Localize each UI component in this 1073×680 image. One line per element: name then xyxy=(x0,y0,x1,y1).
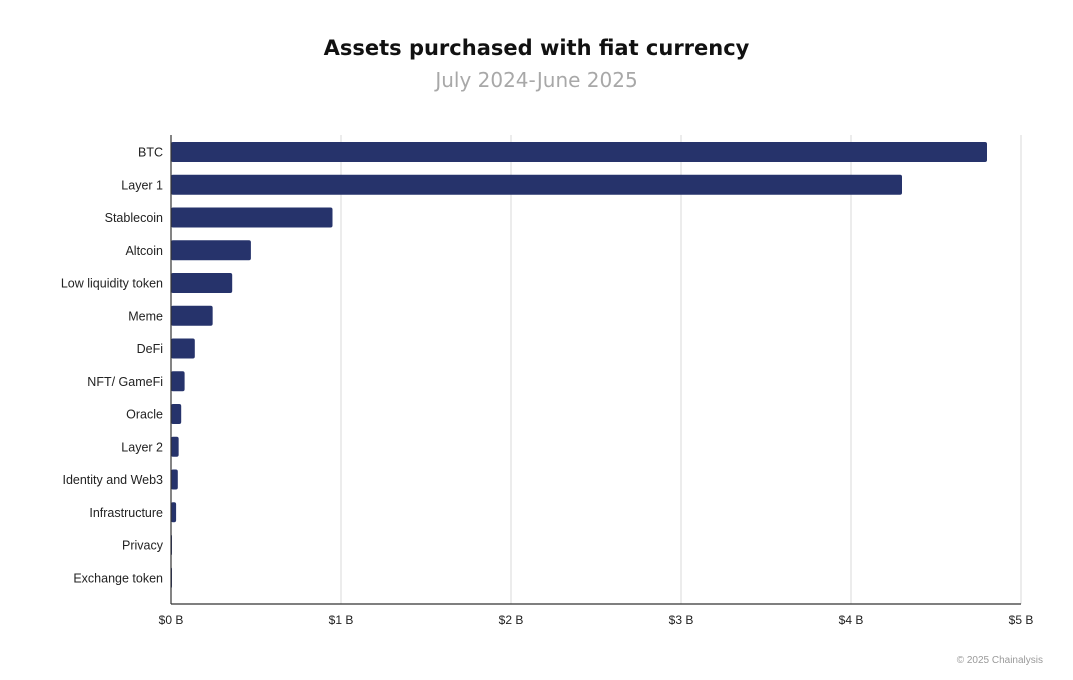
x-tick-label: $3 B xyxy=(669,613,694,627)
category-label: Layer 2 xyxy=(121,440,163,454)
axes xyxy=(170,135,1021,605)
bar xyxy=(171,142,987,162)
bar xyxy=(171,404,182,424)
category-label: Low liquidity token xyxy=(61,277,163,291)
bar xyxy=(171,338,195,359)
bar xyxy=(171,207,333,228)
category-label: Identity and Web3 xyxy=(62,473,163,487)
category-label: Infrastructure xyxy=(89,506,163,520)
category-labels: BTC Layer 1 Stablecoin Altcoin Low liquidity… xyxy=(61,146,164,586)
category-label: Exchange token xyxy=(73,571,163,585)
bar xyxy=(171,436,179,457)
x-tick-label: $5 B xyxy=(1009,613,1034,627)
chart-subtitle: July 2024-June 2025 xyxy=(435,68,638,92)
bar xyxy=(171,240,251,261)
bar xyxy=(171,469,178,490)
category-label: Layer 1 xyxy=(121,178,163,192)
bar xyxy=(171,371,185,392)
bar xyxy=(171,273,233,293)
chart-title: Assets purchased with fiat currency xyxy=(323,36,750,60)
category-label: BTC xyxy=(138,146,163,160)
x-tick-labels: $0 B $1 B $2 B $3 B $4 B $5 B xyxy=(159,613,1034,627)
category-label: DeFi xyxy=(137,342,163,356)
copyright-footer: © 2025 Chainalysis xyxy=(956,655,1043,666)
category-label: Altcoin xyxy=(125,244,163,258)
category-label: Privacy xyxy=(122,539,164,553)
x-tick-label: $2 B xyxy=(499,613,524,627)
category-label: Oracle xyxy=(126,408,163,422)
category-label: Meme xyxy=(128,309,163,323)
x-tick-label: $0 B xyxy=(159,613,184,627)
bar xyxy=(171,305,213,326)
bar xyxy=(171,502,177,523)
bars xyxy=(171,142,987,588)
category-label: NFT/ GameFi xyxy=(87,375,163,389)
x-tick-label: $4 B xyxy=(839,613,864,627)
bar xyxy=(171,174,902,195)
gridlines xyxy=(340,135,1022,604)
category-label: Stablecoin xyxy=(105,211,163,225)
x-tick-label: $1 B xyxy=(329,613,354,627)
